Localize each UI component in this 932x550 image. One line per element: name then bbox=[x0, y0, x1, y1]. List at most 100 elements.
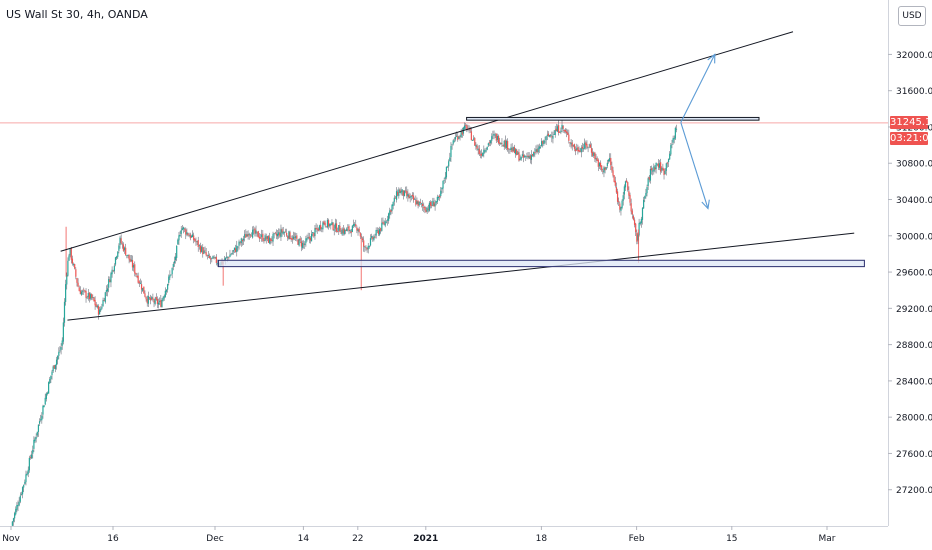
x-tick-label: Feb bbox=[629, 534, 645, 544]
candle-body bbox=[231, 252, 233, 254]
candle-body bbox=[296, 235, 298, 239]
candle-body bbox=[431, 204, 433, 206]
candle-body bbox=[446, 166, 449, 168]
currency-button[interactable]: USD bbox=[898, 6, 926, 26]
candle-body bbox=[148, 297, 151, 299]
candle-body bbox=[167, 284, 169, 290]
candle-body bbox=[201, 246, 203, 252]
candle-body bbox=[665, 163, 667, 171]
candle-body bbox=[70, 248, 72, 260]
candle-body bbox=[202, 247, 204, 255]
candle-body bbox=[102, 300, 104, 307]
candle-body bbox=[598, 163, 601, 167]
candle-body bbox=[495, 133, 497, 141]
candle-body bbox=[262, 233, 264, 241]
candle-body bbox=[179, 234, 181, 237]
candle-body bbox=[92, 297, 94, 298]
candle-body bbox=[291, 238, 293, 240]
candle-body bbox=[79, 290, 81, 295]
candle-body bbox=[227, 256, 229, 258]
candle-body bbox=[488, 142, 491, 144]
candle-body bbox=[402, 190, 404, 196]
candle-body bbox=[304, 243, 306, 246]
candle-body bbox=[242, 238, 245, 241]
candle-body bbox=[322, 222, 324, 230]
x-tick-label: 16 bbox=[107, 534, 119, 544]
candle-body bbox=[624, 181, 627, 188]
candle-body bbox=[514, 149, 517, 155]
candle-body bbox=[289, 232, 291, 240]
candle-body bbox=[411, 194, 414, 197]
candle-body bbox=[478, 148, 480, 154]
candle-body bbox=[548, 135, 551, 137]
candle-body bbox=[580, 147, 582, 153]
candle-body bbox=[399, 189, 401, 193]
candle-body bbox=[161, 299, 163, 308]
candle-body bbox=[180, 230, 182, 234]
candle-body bbox=[297, 239, 299, 245]
candle-body bbox=[620, 207, 622, 211]
candle-body bbox=[375, 229, 377, 236]
arrow-shaft bbox=[680, 54, 716, 123]
candle-body bbox=[284, 231, 287, 233]
candle-body bbox=[327, 220, 330, 227]
candle-body bbox=[653, 166, 655, 172]
candle-body bbox=[77, 282, 79, 287]
x-tick-label: Dec bbox=[206, 534, 223, 544]
candle-body bbox=[652, 170, 654, 172]
candle-body bbox=[131, 259, 134, 268]
candle-body bbox=[534, 152, 536, 153]
candle-body bbox=[457, 136, 459, 140]
candle-body bbox=[329, 223, 331, 226]
candle-body bbox=[18, 501, 20, 506]
candle-body bbox=[616, 191, 619, 202]
candle-body bbox=[603, 167, 605, 173]
candle-body bbox=[293, 237, 296, 239]
candle-body bbox=[401, 189, 403, 193]
candle-body bbox=[164, 290, 166, 297]
candle-body bbox=[271, 240, 273, 242]
candle-body bbox=[494, 134, 496, 136]
candle-body bbox=[350, 231, 352, 233]
candle-body bbox=[458, 136, 460, 139]
candle-body bbox=[486, 146, 488, 150]
candle-body bbox=[508, 148, 510, 150]
candle-body bbox=[391, 204, 393, 211]
candle-body bbox=[434, 203, 436, 207]
candle-body bbox=[660, 162, 662, 172]
candle-body bbox=[528, 155, 530, 159]
candle-body bbox=[667, 159, 670, 163]
candle-body bbox=[292, 236, 295, 239]
candle-body bbox=[104, 292, 106, 303]
candle-body bbox=[453, 140, 455, 142]
candle-body bbox=[310, 233, 313, 242]
candle-body bbox=[31, 454, 33, 459]
candle-body bbox=[173, 261, 176, 264]
candle-body bbox=[358, 228, 360, 232]
candle-body bbox=[121, 243, 123, 245]
candle-body bbox=[605, 167, 607, 170]
candle-body bbox=[519, 158, 521, 161]
candle-body bbox=[126, 255, 128, 257]
candle-body bbox=[177, 239, 179, 245]
candle-body bbox=[24, 481, 26, 484]
candle-body bbox=[661, 168, 663, 171]
candle-body bbox=[555, 128, 557, 132]
candle-body bbox=[663, 169, 665, 176]
candle-body bbox=[419, 201, 421, 203]
candle-body bbox=[673, 137, 675, 140]
candle-body bbox=[253, 229, 255, 231]
candle-body bbox=[425, 210, 427, 213]
candle-body bbox=[320, 225, 322, 230]
candle-body bbox=[674, 127, 676, 139]
time-axis: Nov 16 Dec 14 22 2021 18 Feb 15 Mar bbox=[0, 526, 888, 544]
candle-body bbox=[248, 233, 250, 236]
candle-body bbox=[365, 246, 367, 248]
candle-body bbox=[449, 157, 451, 162]
candle-body bbox=[250, 235, 253, 237]
candle-body bbox=[169, 274, 171, 278]
candle-body bbox=[193, 235, 195, 241]
candle-body bbox=[383, 223, 385, 225]
candle-body bbox=[20, 493, 23, 495]
